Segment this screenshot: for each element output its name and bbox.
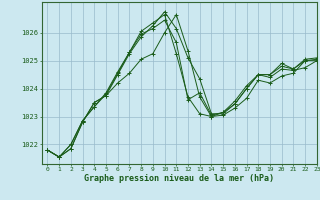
X-axis label: Graphe pression niveau de la mer (hPa): Graphe pression niveau de la mer (hPa) [84, 174, 274, 183]
